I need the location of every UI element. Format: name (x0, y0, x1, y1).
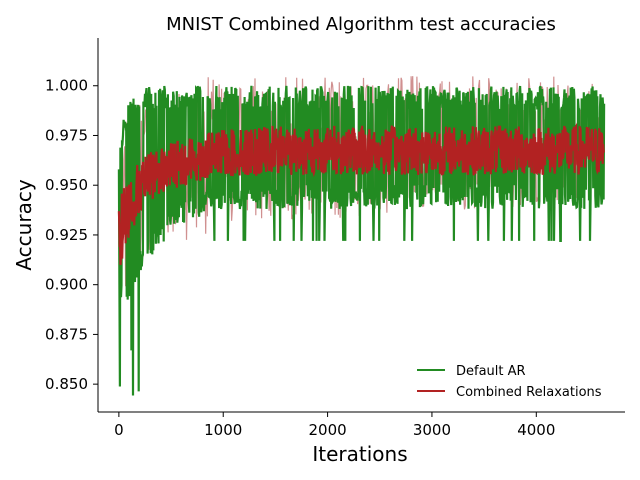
x-axis-label: Iterations (312, 442, 407, 466)
legend-label-combined-relaxations: Combined Relaxations (456, 385, 602, 400)
x-tick-label: 0 (114, 421, 124, 439)
y-tick-label: 0.975 (45, 126, 88, 144)
y-tick-label: 0.900 (45, 276, 88, 294)
chart-title: MNIST Combined Algorithm test accuracies (166, 14, 556, 35)
y-tick-label: 1.000 (45, 77, 88, 95)
x-tick-label: 1000 (204, 421, 242, 439)
x-tick-label: 2000 (308, 421, 346, 439)
series-default-ar-line (117, 84, 606, 396)
x-tick-label: 3000 (413, 421, 451, 439)
ticks: 0 1000 2000 3000 4000 0.850 0.875 0.900 0.925 0.9… (45, 77, 555, 439)
x-tick-label: 4000 (517, 421, 555, 439)
legend-label-default-ar: Default AR (456, 364, 526, 379)
y-tick-label: 0.850 (45, 375, 88, 393)
series-combined-relaxations-line (117, 122, 605, 265)
y-axis-label: Accuracy (12, 179, 36, 270)
axes (97, 38, 625, 413)
legend: Default AR Combined Relaxations (417, 364, 602, 400)
plot-area (117, 76, 606, 396)
y-tick-label: 0.925 (45, 226, 88, 244)
y-tick-label: 0.950 (45, 176, 88, 194)
y-tick-label: 0.875 (45, 325, 88, 343)
